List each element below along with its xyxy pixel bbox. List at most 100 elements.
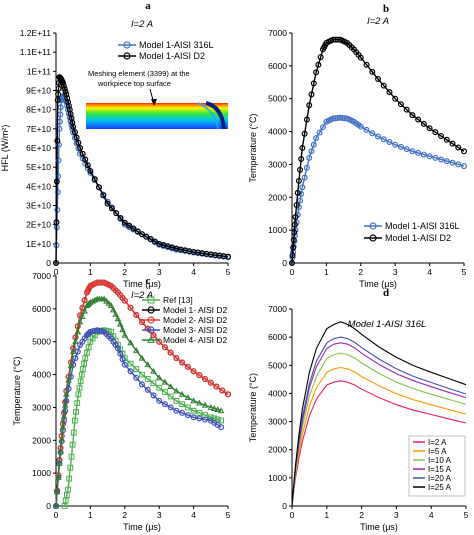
- data-point: [62, 497, 69, 504]
- data-point: [91, 296, 99, 303]
- data-point: [310, 80, 317, 87]
- data-point: [161, 344, 168, 351]
- data-point: [173, 355, 180, 362]
- data-point: [57, 104, 64, 111]
- x-tick-label: 5: [462, 267, 467, 277]
- panel-a: a I=2 A 0 1 2 3 4 5 0 1E+10 2E+10 3E+10 4E+10 5E+10 6E…: [0, 0, 232, 289]
- y-tick-label: 3000: [268, 159, 287, 169]
- data-point: [54, 189, 61, 196]
- y-tick-label: 4000: [268, 127, 287, 137]
- data-point: [217, 407, 225, 414]
- y-tick-label: 2000: [268, 445, 287, 455]
- data-point: [73, 134, 80, 141]
- series-line: [55, 298, 222, 507]
- data-point: [363, 126, 370, 133]
- data-point: [420, 120, 427, 127]
- data-point: [58, 435, 65, 442]
- data-point: [79, 150, 86, 157]
- data-point: [190, 397, 197, 404]
- data-point: [301, 174, 308, 181]
- data-point: [87, 298, 94, 305]
- legend-label: Model 1-AISI D2: [139, 51, 205, 61]
- data-point: [65, 486, 71, 493]
- data-point: [290, 237, 297, 244]
- data-point: [65, 98, 72, 105]
- data-point: [156, 384, 163, 391]
- panel-label-d: d: [383, 287, 389, 299]
- data-point: [117, 350, 124, 357]
- y-tick-label: 7000: [268, 28, 287, 38]
- data-point: [292, 214, 299, 221]
- legend-label: Model 1-AISI 316L: [139, 40, 214, 50]
- data-point: [316, 129, 323, 136]
- data-point: [196, 410, 203, 416]
- data-point: [60, 82, 67, 89]
- series-line: [291, 366, 467, 507]
- data-point: [357, 123, 364, 130]
- legend-marker: [123, 41, 131, 49]
- data-point: [225, 391, 232, 398]
- data-point: [60, 412, 68, 419]
- data-point: [167, 393, 174, 400]
- data-point: [121, 361, 128, 368]
- legend-marker: [369, 234, 377, 242]
- data-point: [61, 85, 68, 92]
- series-d-4: [291, 336, 467, 507]
- data-point: [319, 124, 326, 131]
- data-point: [443, 158, 450, 165]
- y-tick-label: 1.2E+11: [20, 28, 52, 38]
- data-point: [426, 125, 433, 132]
- data-point: [369, 130, 376, 137]
- legend-marker: [147, 306, 155, 314]
- x-tick-label: 4: [429, 510, 434, 520]
- data-point: [213, 383, 220, 390]
- data-point: [313, 135, 320, 142]
- data-point: [449, 140, 456, 147]
- y-tick-label: 0: [46, 501, 51, 511]
- x-axis-title-c: Time (μs): [123, 522, 161, 532]
- data-point: [179, 401, 186, 408]
- data-point: [219, 387, 226, 394]
- data-point: [392, 95, 399, 102]
- data-point: [409, 148, 416, 155]
- data-point: [449, 159, 456, 166]
- data-point: [289, 260, 296, 267]
- legend-label: I=5 A: [428, 447, 447, 456]
- data-point: [79, 313, 86, 319]
- x-tick-label: 2: [122, 510, 127, 520]
- data-point: [67, 362, 75, 369]
- data-point: [57, 447, 64, 454]
- y-tick-label: 2000: [32, 435, 51, 445]
- data-point: [121, 219, 128, 226]
- data-point: [76, 384, 83, 391]
- data-point: [301, 130, 308, 137]
- data-point: [65, 102, 72, 109]
- data-point: [202, 416, 209, 423]
- data-point: [127, 368, 134, 375]
- data-point: [409, 112, 416, 119]
- data-point: [127, 339, 134, 346]
- annotation-text-line-2: workpiece top surface: [97, 79, 171, 88]
- annotation-arrowhead: [151, 99, 157, 106]
- data-point: [184, 404, 191, 411]
- y-tick-label: 5000: [268, 94, 287, 104]
- data-point: [298, 191, 305, 198]
- data-point: [207, 379, 214, 386]
- x-axis-title-a: Time (μs): [123, 279, 161, 289]
- data-point: [133, 374, 140, 381]
- x-tick-label: 1: [88, 510, 93, 520]
- data-point: [150, 380, 157, 387]
- y-tick-label: 2000: [268, 192, 287, 202]
- data-point: [72, 355, 79, 362]
- y-tick-label: 5E+10: [26, 162, 51, 172]
- data-point: [74, 328, 82, 335]
- x-tick-label: 4: [191, 510, 196, 520]
- data-point: [52, 502, 60, 509]
- data-point: [89, 297, 96, 304]
- data-point: [55, 157, 62, 164]
- data-point: [386, 89, 393, 96]
- data-point: [100, 192, 107, 199]
